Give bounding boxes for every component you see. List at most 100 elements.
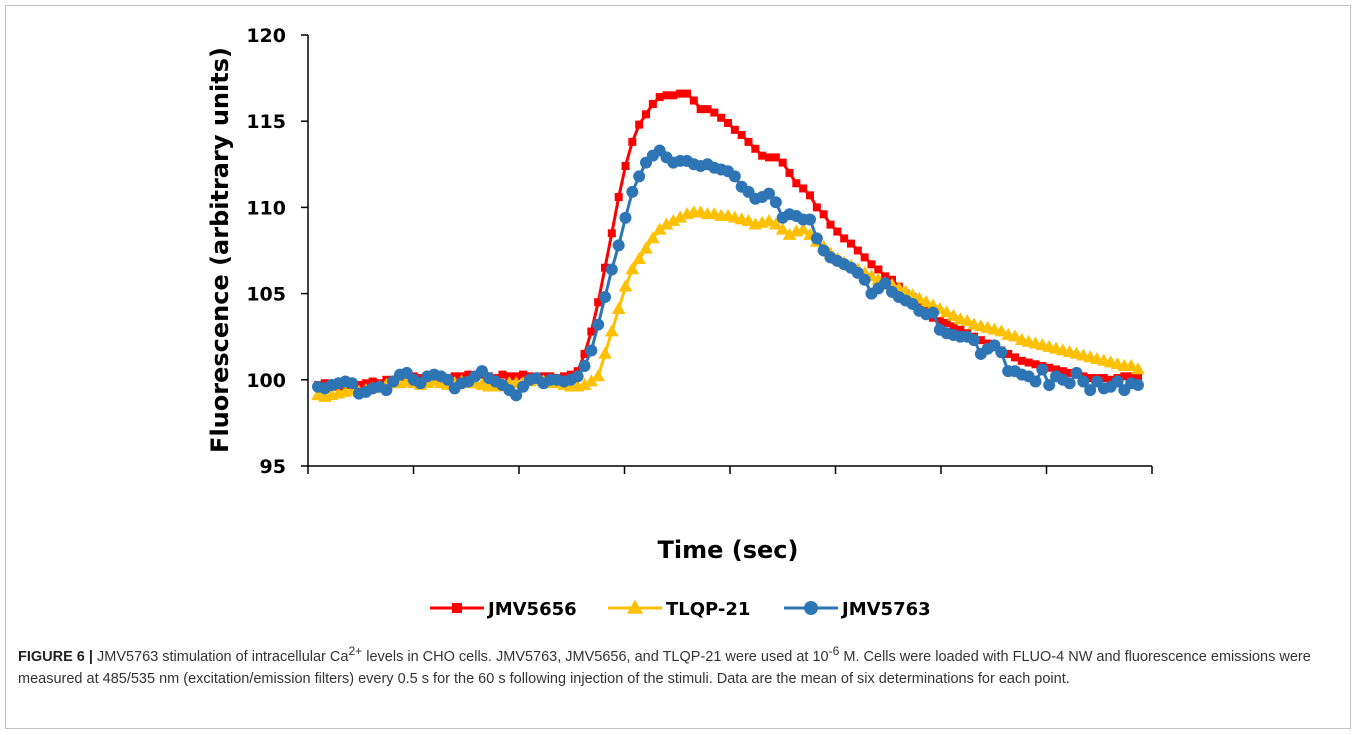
legend-item: TLQP-21: [608, 599, 750, 620]
data-point: [1017, 356, 1026, 365]
legend: JMV5656 TLQP-21 JMV5763: [430, 599, 931, 620]
data-point: [919, 295, 933, 308]
data-point: [819, 210, 828, 219]
data-point: [628, 137, 637, 146]
data-point: [696, 105, 705, 114]
data-point: [796, 222, 810, 235]
data-point: [605, 324, 619, 337]
data-point: [626, 185, 639, 198]
data-point: [1084, 384, 1097, 397]
data-point: [995, 346, 1008, 359]
data-point: [662, 91, 671, 100]
data-point: [867, 260, 876, 269]
data-point: [585, 344, 598, 357]
data-point: [639, 241, 653, 254]
legend-label: JMV5763: [840, 599, 931, 620]
data-point: [1031, 360, 1040, 369]
data-point: [676, 89, 685, 98]
data-point: [380, 384, 393, 397]
data-point: [1124, 358, 1138, 371]
data-point: [591, 369, 605, 382]
data-point: [648, 99, 657, 108]
series-jmv5656: [314, 89, 1142, 391]
legend-item: JMV5656: [430, 599, 577, 620]
y-axis-title: Fluorescence (arbitrary units): [206, 47, 234, 453]
caption-superscript-1: 2+: [348, 644, 363, 658]
series-layer: [311, 89, 1145, 402]
data-point: [741, 214, 756, 227]
data-point: [1077, 375, 1090, 388]
data-point: [976, 336, 985, 345]
data-point: [1004, 349, 1013, 358]
data-point: [635, 120, 644, 129]
data-point: [1058, 367, 1067, 376]
data-point: [935, 317, 944, 326]
data-point: [763, 187, 775, 200]
data-point: [611, 301, 626, 314]
data-point: [1111, 375, 1124, 388]
data-point: [584, 374, 599, 387]
data-point: [1063, 377, 1076, 390]
data-point: [1011, 353, 1019, 362]
data-point: [762, 214, 776, 227]
data-point: [1099, 374, 1108, 383]
y-tick-label: 105: [246, 284, 286, 306]
caption-superscript-2: -6: [828, 644, 840, 658]
data-point: [655, 93, 664, 102]
data-point: [703, 105, 712, 114]
data-point: [812, 203, 821, 212]
data-point: [632, 251, 646, 264]
data-point: [607, 229, 616, 238]
y-tick-label: 110: [246, 197, 286, 219]
data-point: [666, 214, 681, 227]
data-point: [1134, 372, 1142, 381]
data-point: [847, 239, 855, 248]
data-point: [946, 308, 961, 321]
data-point: [652, 222, 667, 235]
data-point: [1086, 374, 1095, 383]
data-point: [1052, 365, 1060, 374]
legend-label: TLQP-21: [666, 599, 750, 620]
line-chart: 95 100 105 110 115 120 Fluorescence (arbitrar…: [206, 25, 1153, 620]
data-point: [853, 246, 862, 255]
data-point: [577, 377, 592, 390]
data-point: [452, 603, 462, 613]
data-point: [1043, 378, 1056, 391]
caption-text-3: M. Cells were loaded with FLUO-4 NW and …: [18, 648, 1311, 687]
data-point: [1106, 375, 1115, 384]
data-point: [1008, 329, 1022, 342]
x-axis-title: Time (sec): [658, 536, 799, 564]
data-point: [765, 153, 773, 162]
data-point: [927, 306, 939, 319]
data-point: [571, 370, 584, 383]
data-point: [689, 96, 698, 105]
data-point: [858, 273, 871, 286]
data-point: [799, 184, 808, 193]
data-point: [587, 327, 596, 336]
data-point: [751, 144, 760, 153]
data-point: [510, 389, 523, 402]
caption-text-1: JMV5763 stimulation of intracellular Ca: [92, 648, 349, 665]
y-tick-label: 115: [246, 111, 286, 133]
data-point: [840, 234, 849, 243]
legend-item: JMV5763: [784, 599, 931, 620]
data-point: [619, 211, 632, 224]
data-point: [810, 232, 823, 245]
data-point: [594, 298, 603, 307]
data-point: [939, 305, 954, 318]
data-point: [498, 370, 507, 379]
data-point: [949, 322, 958, 331]
data-point: [826, 220, 835, 229]
data-point: [782, 227, 797, 240]
data-point: [744, 137, 753, 146]
data-point: [592, 318, 605, 331]
data-point: [717, 113, 726, 122]
data-point: [441, 373, 454, 386]
data-point: [673, 210, 687, 223]
data-point: [599, 291, 611, 304]
data-point: [598, 346, 612, 359]
data-point: [769, 217, 783, 230]
data-point: [646, 231, 660, 244]
data-point: [724, 118, 732, 127]
data-point: [614, 193, 623, 202]
